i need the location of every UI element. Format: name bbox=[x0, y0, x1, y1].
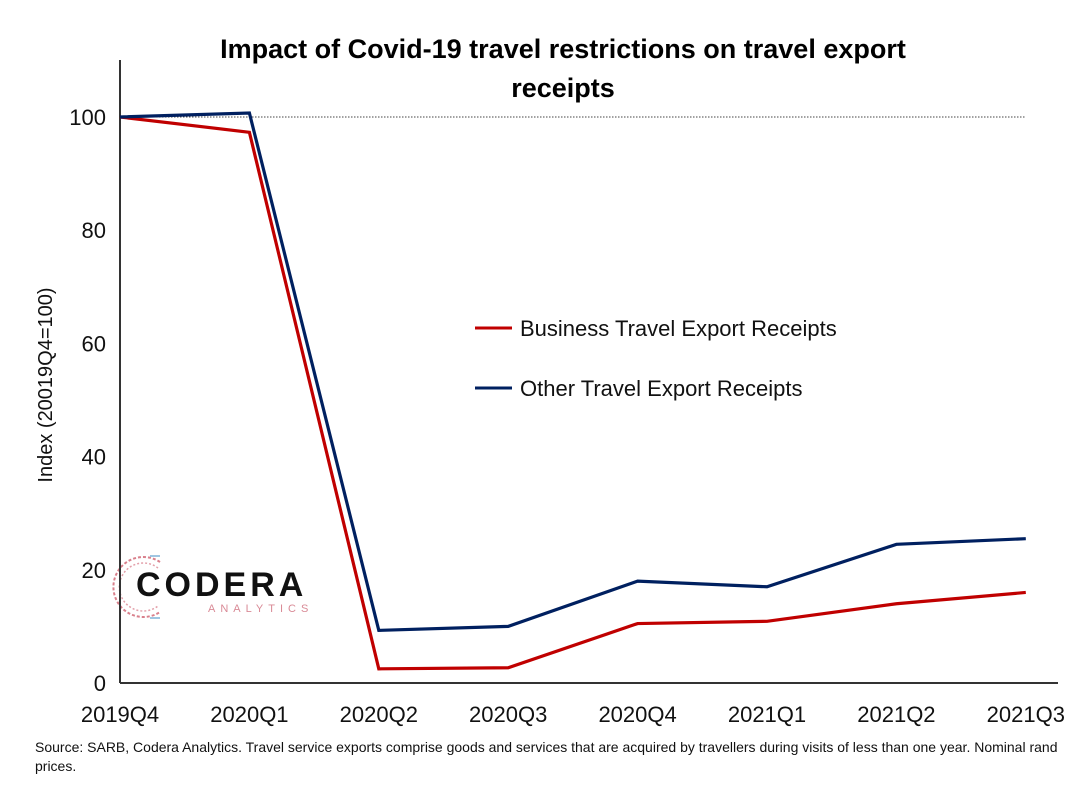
y-tick-label: 80 bbox=[82, 218, 106, 243]
x-tick-label: 2021Q2 bbox=[857, 702, 935, 727]
codera-logo: CODERA ANALYTICS bbox=[112, 555, 313, 619]
y-tick-label: 60 bbox=[82, 331, 106, 356]
line-chart: Impact of Covid-19 travel restrictions o… bbox=[35, 34, 1065, 727]
chart-title-line-1: Impact of Covid-19 travel restrictions o… bbox=[220, 34, 906, 64]
x-tick-label: 2021Q3 bbox=[987, 702, 1065, 727]
y-tick-label: 20 bbox=[82, 558, 106, 583]
legend-label: Other Travel Export Receipts bbox=[520, 376, 802, 401]
series-group bbox=[119, 111, 1026, 671]
axes: 0 20 40 60 80 100 2019Q4 2020Q1 2020Q2 2020Q3 2020… bbox=[69, 60, 1065, 727]
x-tick-label: 2020Q3 bbox=[469, 702, 547, 727]
logo-text: CODERA bbox=[136, 566, 307, 604]
x-tick-label: 2021Q1 bbox=[728, 702, 806, 727]
legend-label: Business Travel Export Receipts bbox=[520, 316, 837, 341]
x-tick-label: 2019Q4 bbox=[81, 702, 159, 727]
y-tick-label: 100 bbox=[69, 105, 106, 130]
x-tick-label: 2020Q2 bbox=[340, 702, 418, 727]
x-tick-label: 2020Q4 bbox=[598, 702, 676, 727]
y-tick-label: 0 bbox=[94, 671, 106, 696]
source-note: Source: SARB, Codera Analytics. Travel s… bbox=[35, 739, 1058, 774]
x-tick-label: 2020Q1 bbox=[210, 702, 288, 727]
chart-title-line-2: receipts bbox=[511, 73, 615, 103]
series-line-0 bbox=[119, 115, 1026, 671]
series-line-1 bbox=[119, 111, 1026, 633]
y-tick-label: 40 bbox=[82, 445, 106, 470]
logo-subtext: ANALYTICS bbox=[208, 603, 313, 615]
y-axis-label: Index (20019Q4=100) bbox=[35, 287, 57, 482]
legend: Business Travel Export Receipts Other Tra… bbox=[475, 316, 837, 401]
